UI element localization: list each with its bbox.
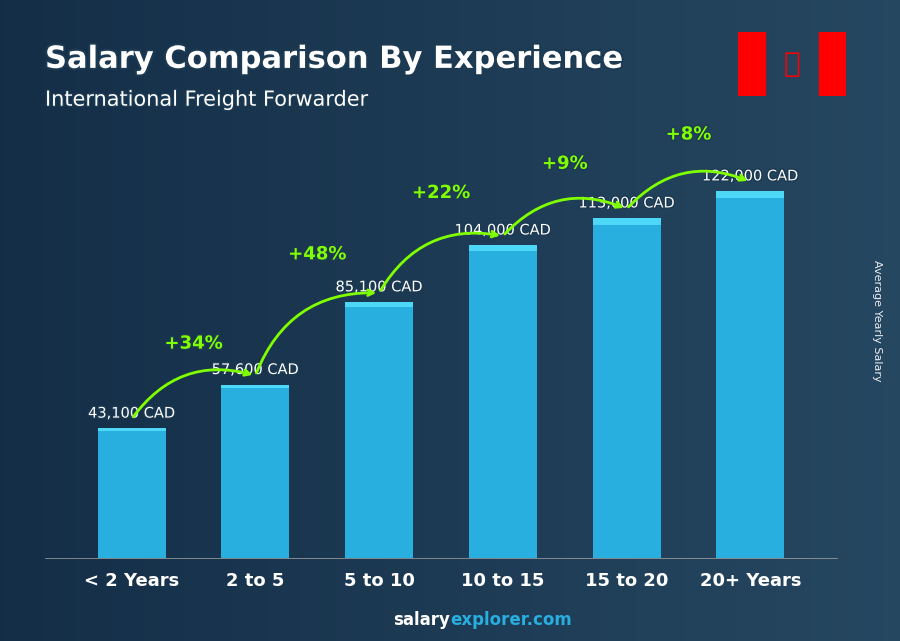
FancyBboxPatch shape — [592, 218, 661, 558]
Text: 104,000 CAD: 104,000 CAD — [454, 222, 551, 238]
Bar — [469, 245, 537, 251]
Text: Average Yearly Salary: Average Yearly Salary — [872, 260, 883, 381]
Bar — [819, 32, 846, 96]
Bar — [592, 218, 661, 225]
Text: 113,000 CAD: 113,000 CAD — [579, 196, 675, 210]
FancyBboxPatch shape — [716, 191, 785, 558]
Bar — [738, 32, 765, 96]
Bar — [97, 428, 166, 431]
Bar — [345, 302, 413, 558]
Text: 🍁: 🍁 — [784, 50, 800, 78]
Text: +8%: +8% — [666, 126, 711, 144]
FancyBboxPatch shape — [469, 245, 537, 558]
Text: 85,100 CAD: 85,100 CAD — [336, 279, 423, 294]
Text: 122,000 CAD: 122,000 CAD — [702, 169, 799, 183]
Bar — [716, 191, 785, 198]
Bar — [221, 385, 290, 558]
Text: +22%: +22% — [412, 184, 470, 202]
Bar — [716, 191, 785, 558]
Text: Salary Comparison By Experience: Salary Comparison By Experience — [45, 45, 621, 74]
Text: +48%: +48% — [288, 246, 346, 263]
FancyBboxPatch shape — [97, 428, 166, 558]
Bar — [97, 428, 166, 558]
FancyBboxPatch shape — [221, 385, 290, 558]
Text: explorer.com: explorer.com — [450, 612, 572, 629]
Text: 43,100 CAD: 43,100 CAD — [88, 406, 176, 420]
Text: +9%: +9% — [542, 154, 588, 173]
FancyBboxPatch shape — [345, 302, 413, 558]
Text: 57,600 CAD: 57,600 CAD — [212, 362, 299, 377]
Bar — [221, 385, 290, 388]
Bar — [469, 245, 537, 558]
Text: International Freight Forwarder: International Freight Forwarder — [45, 90, 368, 110]
Text: +34%: +34% — [165, 335, 222, 353]
Bar — [345, 302, 413, 307]
Text: salary: salary — [393, 612, 450, 629]
Bar — [592, 218, 661, 558]
